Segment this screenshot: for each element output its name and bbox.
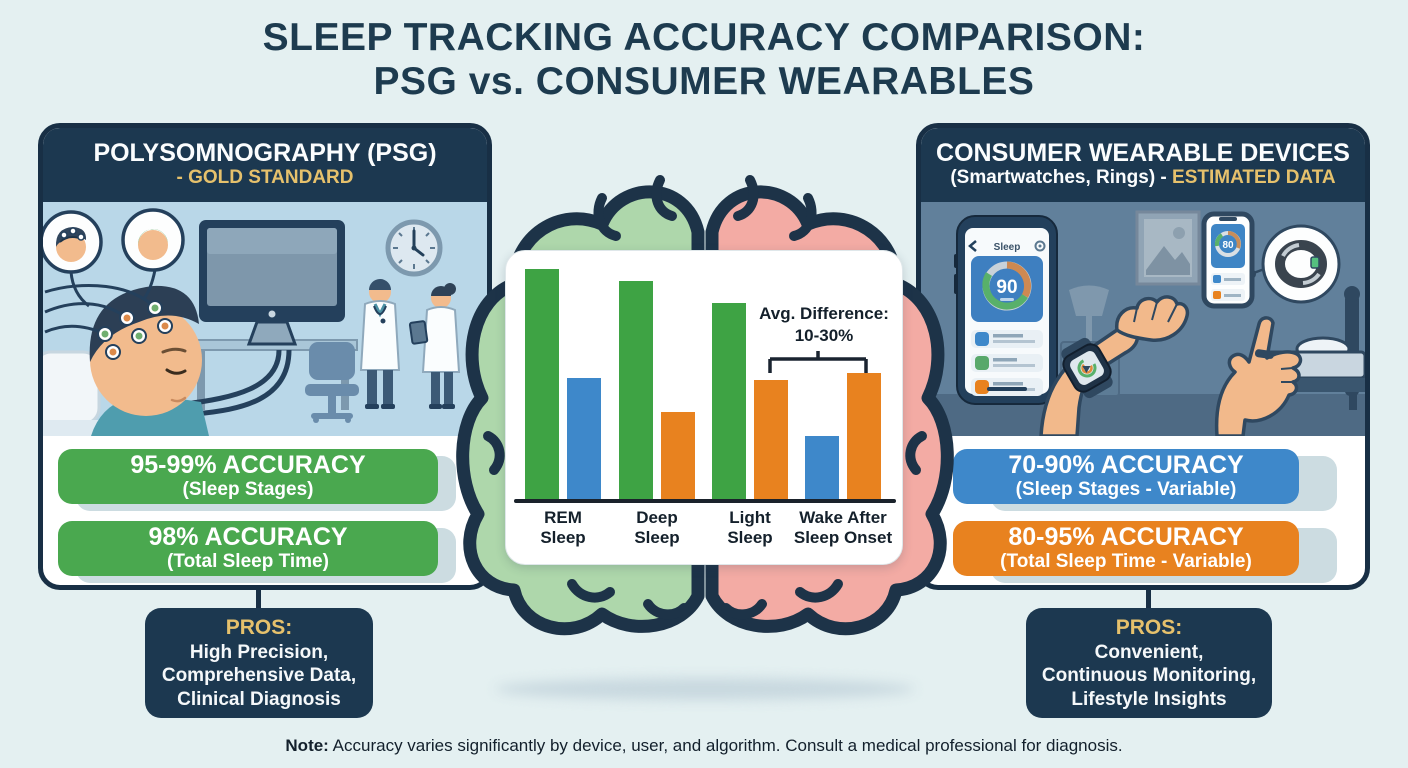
wearable-accuracy-badge-sleep-stages: 70-90% ACCURACY (Sleep Stages - Variable…	[953, 449, 1299, 504]
title-line-1: SLEEP TRACKING ACCURACY COMPARISON:	[262, 16, 1146, 59]
chart-bar-rem-1-psg	[525, 269, 559, 499]
chart-bar-deep-1-psg	[619, 281, 653, 499]
phone-list-rows	[971, 330, 1043, 396]
chart-bar-deep-2-wearable	[661, 412, 695, 499]
psg-panel: POLYSOMNOGRAPHY (PSG) - GOLD STANDARD	[38, 123, 492, 590]
eeg-cables	[184, 349, 292, 417]
wearable-accuracy-badge-total-sleep: 80-95% ACCURACY (Total Sleep Time - Vari…	[953, 521, 1299, 576]
badge-label: (Total Sleep Time - Variable)	[1000, 550, 1252, 572]
monitor-icon	[199, 220, 345, 346]
wearables-pros-connector	[1146, 586, 1151, 612]
wearables-panel-subtitle: (Smartwatches, Rings) - ESTIMATED DATA	[950, 167, 1335, 190]
chart-category-label: REM Sleep	[540, 508, 586, 547]
comparison-chart-card: Avg. Difference: 10-30% REM Sleep Deep Slee…	[505, 250, 903, 565]
title-line-2: PSG vs. CONSUMER WEARABLES	[373, 60, 1035, 104]
bed-icon	[1259, 286, 1365, 410]
badge-label: (Sleep Stages - Variable)	[1015, 478, 1237, 500]
psg-accuracy-badge-total-sleep: 98% ACCURACY (Total Sleep Time)	[58, 521, 438, 576]
badge-label: (Sleep Stages)	[182, 478, 314, 500]
annotation-line-2: 10-30%	[794, 326, 854, 346]
subtitle-highlight: ESTIMATED DATA	[1172, 167, 1336, 189]
picture-frame-icon	[1135, 210, 1201, 286]
psg-pros-connector	[256, 586, 261, 612]
pros-item: Clinical Diagnosis	[177, 688, 341, 710]
chart-category-label: Deep Sleep	[634, 508, 680, 547]
phone-app-title: Sleep	[994, 242, 1021, 253]
pros-item: Continuous Monitoring,	[1041, 665, 1257, 687]
inset-eeg-head-icon	[43, 210, 103, 308]
chart-bar-wake-after-1-wearable	[805, 436, 839, 499]
bar-chart: Avg. Difference: 10-30% REM Sleep Deep Slee…	[506, 251, 904, 566]
chart-bar-rem-2-wearable	[567, 378, 601, 499]
psg-accuracy-badge-sleep-stages: 95-99% ACCURACY (Sleep Stages)	[58, 449, 438, 504]
chart-bar-light-2-wearable	[754, 380, 788, 499]
chart-category-label: Light Sleep	[727, 508, 773, 547]
x-axis-line	[514, 499, 896, 503]
phone-sleep-score: 90	[996, 277, 1017, 298]
wearables-panel: CONSUMER WEARABLE DEVICES (Smartwatches,…	[916, 123, 1370, 590]
office-chair-icon	[305, 342, 359, 423]
mini-phone-score: 80	[1222, 240, 1234, 251]
sleep-app-phone-icon: Sleep 90	[954, 215, 1058, 405]
pros-item: Lifestyle Insights	[1071, 688, 1227, 710]
wearables-badges: 70-90% ACCURACY (Sleep Stages - Variable…	[921, 436, 1365, 576]
pros-item: Comprehensive Data,	[161, 665, 357, 687]
page-title: SLEEP TRACKING ACCURACY COMPARISON: PSG …	[0, 16, 1408, 105]
wearables-pros-box: PROS: Convenient, Continuous Monitoring,…	[1026, 608, 1272, 718]
inset-brain-head-icon	[121, 208, 185, 301]
footer-note: Note: Accuracy varies significantly by d…	[0, 736, 1408, 756]
doctor-female	[408, 283, 461, 409]
badge-value: 80-95% ACCURACY	[1008, 523, 1244, 552]
wrist-with-smartwatch	[1039, 295, 1190, 436]
psg-panel-header: POLYSOMNOGRAPHY (PSG) - GOLD STANDARD	[43, 128, 487, 202]
subtitle-prefix: (Smartwatches, Rings) -	[950, 167, 1167, 189]
badge-value: 95-99% ACCURACY	[130, 451, 366, 480]
smartwatch-icon	[1061, 337, 1113, 399]
psg-pros-box: PROS: High Precision, Comprehensive Data…	[145, 608, 373, 718]
psg-badges: 95-99% ACCURACY (Sleep Stages) 98% ACCUR…	[43, 436, 487, 576]
finger-ring-icon	[1254, 349, 1275, 359]
badge-label: (Total Sleep Time)	[167, 550, 329, 572]
sleep-lab-scene	[43, 208, 461, 436]
gear-icon	[1034, 240, 1046, 252]
badge-value: 70-90% ACCURACY	[1008, 451, 1244, 480]
back-chevron-icon	[968, 240, 977, 252]
wearables-panel-header: CONSUMER WEARABLE DEVICES (Smartwatches,…	[921, 128, 1365, 202]
chart-bar-wake-after-2-wearable	[847, 373, 881, 499]
pros-item: High Precision,	[189, 641, 329, 663]
pointing-hand-with-ring	[1214, 316, 1303, 436]
pros-title: PROS:	[1115, 615, 1183, 639]
bedroom-wearables-illustration: 80 Sleep	[921, 202, 1365, 436]
bedroom-scene: 80 Sleep	[921, 210, 1365, 436]
wearables-panel-title: CONSUMER WEARABLE DEVICES	[936, 138, 1350, 167]
doctor-male	[359, 279, 401, 409]
brain-shadow	[495, 678, 915, 700]
smart-ring-inset-icon	[1261, 224, 1341, 304]
difference-bracket	[768, 351, 868, 373]
psg-panel-subtitle: - GOLD STANDARD	[176, 167, 354, 189]
chart-category-label: Wake After Sleep Onset	[793, 508, 893, 547]
wall-clock-icon	[385, 219, 443, 277]
sleep-lab-illustration	[43, 202, 487, 436]
annotation-line-1: Avg. Difference:	[759, 304, 889, 323]
note-label: Note:	[285, 736, 329, 755]
sleep-score-ring	[982, 261, 1032, 311]
mini-phone-icon: 80	[1201, 211, 1255, 309]
note-text: Accuracy varies significantly by device,…	[332, 736, 1123, 755]
avg-difference-annotation: Avg. Difference: 10-30%	[744, 303, 904, 347]
patient-with-eeg-cap	[44, 283, 209, 436]
badge-value: 98% ACCURACY	[148, 523, 348, 552]
pros-item: Convenient,	[1094, 641, 1204, 663]
chart-bar-light-1-psg	[712, 303, 746, 499]
psg-panel-title: POLYSOMNOGRAPHY (PSG)	[93, 138, 437, 167]
pros-title: PROS:	[225, 615, 293, 639]
eeg-electrodes	[97, 300, 173, 360]
